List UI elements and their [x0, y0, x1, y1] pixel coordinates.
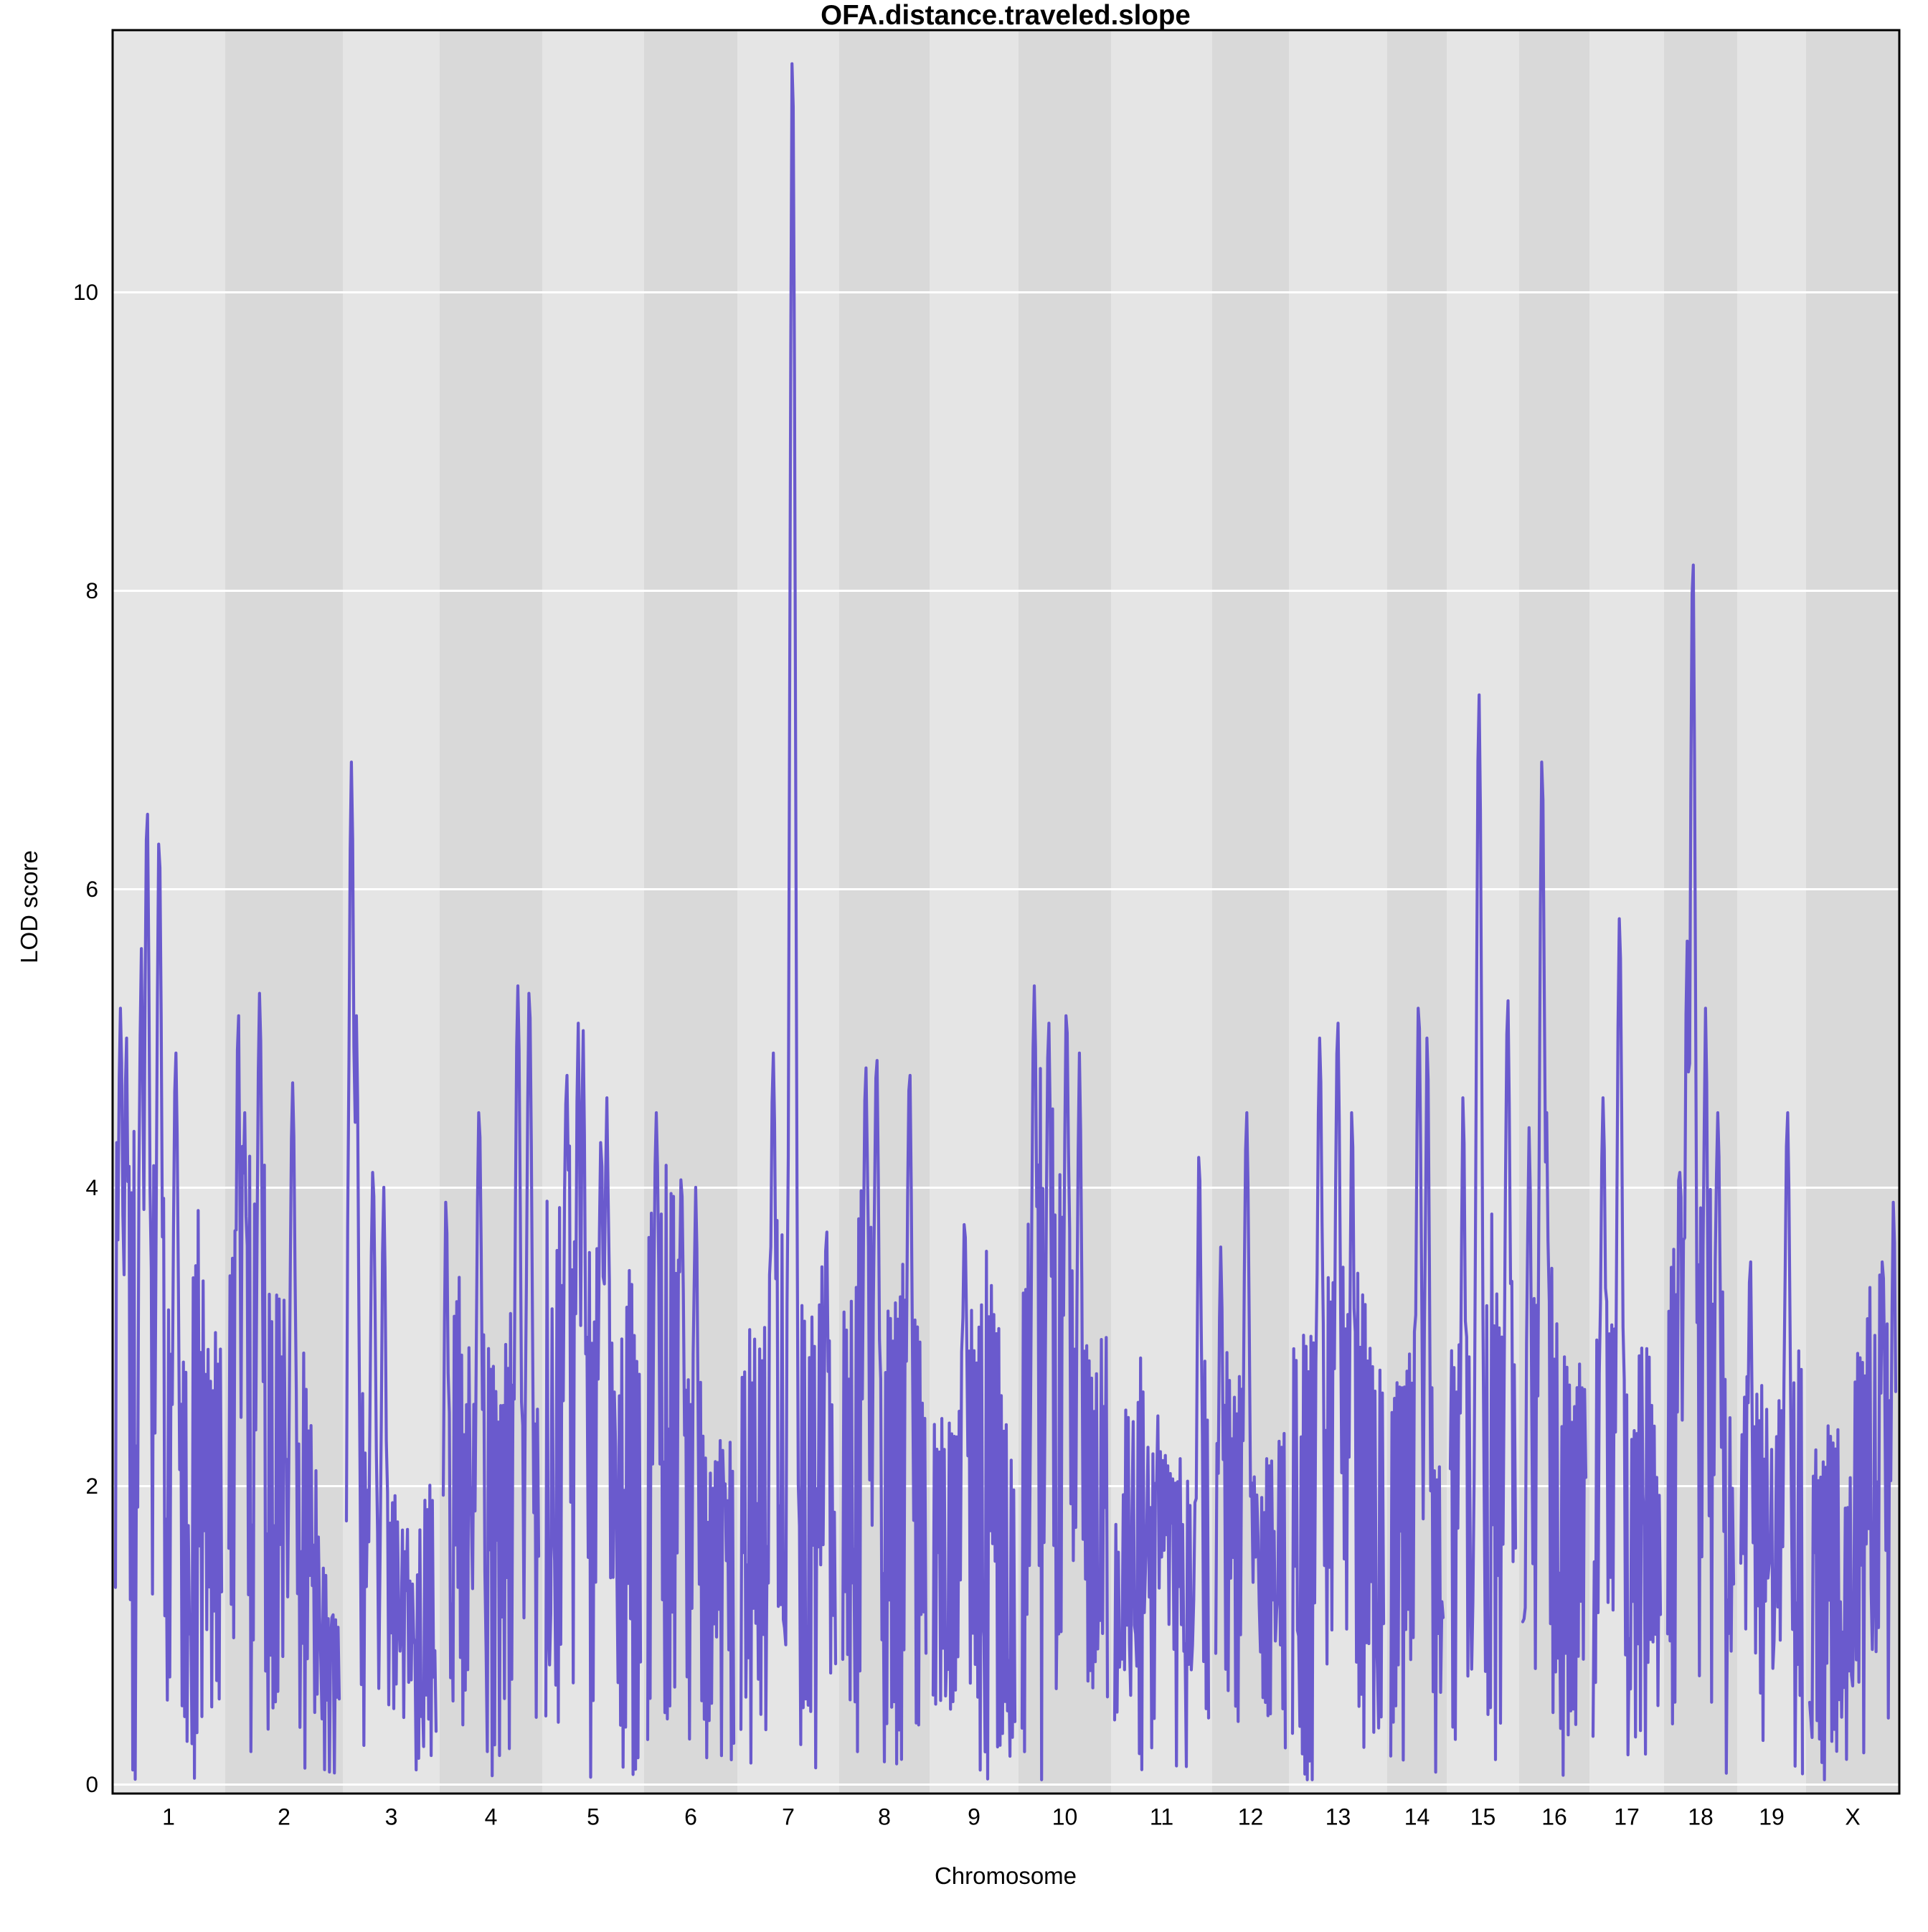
svg-text:19: 19: [1759, 1804, 1785, 1830]
svg-text:18: 18: [1688, 1804, 1714, 1830]
svg-text:15: 15: [1470, 1804, 1496, 1830]
svg-text:0: 0: [85, 1771, 98, 1797]
svg-text:6: 6: [684, 1804, 697, 1830]
svg-text:3: 3: [385, 1804, 398, 1830]
svg-text:Chromosome: Chromosome: [935, 1862, 1077, 1889]
svg-text:13: 13: [1326, 1804, 1351, 1830]
svg-text:11: 11: [1150, 1804, 1173, 1830]
svg-text:10: 10: [1052, 1804, 1078, 1830]
svg-text:OFA.distance.traveled.slope: OFA.distance.traveled.slope: [821, 0, 1191, 31]
svg-text:4: 4: [485, 1804, 498, 1830]
svg-text:2: 2: [85, 1473, 98, 1499]
svg-text:10: 10: [73, 279, 98, 305]
svg-text:LOD score: LOD score: [16, 850, 42, 963]
svg-text:7: 7: [782, 1804, 795, 1830]
svg-text:14: 14: [1404, 1804, 1430, 1830]
svg-text:17: 17: [1614, 1804, 1640, 1830]
svg-text:6: 6: [85, 876, 98, 902]
svg-text:8: 8: [85, 578, 98, 603]
svg-text:16: 16: [1541, 1804, 1567, 1830]
svg-text:2: 2: [278, 1804, 290, 1830]
svg-text:X: X: [1845, 1804, 1860, 1830]
svg-text:4: 4: [85, 1174, 98, 1200]
svg-text:9: 9: [968, 1804, 980, 1830]
svg-text:5: 5: [587, 1804, 600, 1830]
svg-text:12: 12: [1238, 1804, 1264, 1830]
svg-text:8: 8: [878, 1804, 891, 1830]
svg-text:1: 1: [162, 1804, 175, 1830]
